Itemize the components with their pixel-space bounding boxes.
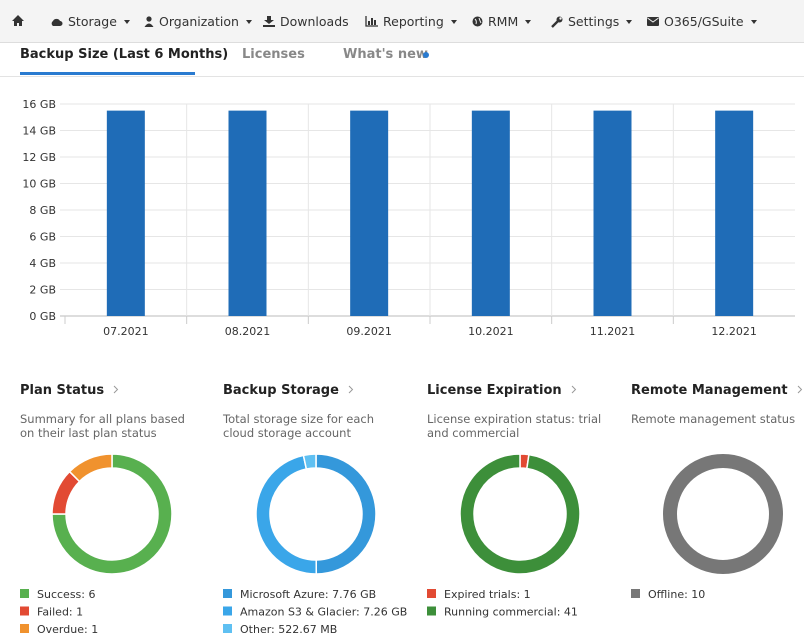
bar [715, 110, 754, 316]
nav-label: Reporting [383, 14, 444, 29]
y-tick-label: 4 GB [29, 257, 56, 270]
nav-label: RMM [488, 14, 519, 29]
donut-segment [302, 453, 317, 470]
legend-label: Overdue: 1 [37, 623, 98, 636]
x-tick-label: 11.2021 [590, 325, 636, 338]
legend-label: Running commercial: 41 [444, 606, 578, 619]
donut-segment [315, 453, 377, 575]
chevron[interactable] [571, 385, 577, 394]
tab-divider [0, 76, 804, 77]
x-tick-label: 10.2021 [468, 325, 514, 338]
widget-description: Remote management status [631, 412, 796, 426]
nav-organization[interactable]: Organization [144, 14, 252, 29]
nav-label: Settings [568, 14, 620, 29]
y-tick-label: 2 GB [29, 284, 56, 297]
legend-swatch [427, 606, 436, 616]
nav-bar: Storage Organization Downloads Reporting… [0, 0, 804, 43]
nav-label: Organization [159, 14, 239, 29]
y-tick-label: 8 GB [29, 204, 56, 217]
home-icon[interactable] [11, 14, 25, 27]
nav-downloads[interactable]: Downloads [263, 14, 349, 29]
widget-description: Summary for all plans based on their las… [20, 412, 185, 440]
x-tick-label: 08.2021 [225, 325, 271, 338]
widget-description: License expiration status: trial and com… [427, 412, 602, 440]
widget-title: Backup Storage [223, 383, 354, 398]
donut-segment [255, 454, 318, 575]
legend-swatch [223, 589, 232, 598]
legend-label: Expired trials: 1 [444, 588, 531, 601]
legend-swatch [427, 589, 436, 598]
nav-o365[interactable]: O365/GSuite [647, 14, 757, 29]
donut-segment [68, 453, 113, 483]
legend-swatch [20, 624, 29, 633]
bar [350, 110, 389, 316]
nav-settings[interactable]: Settings [551, 14, 633, 29]
bar [228, 110, 267, 316]
tab-underline [20, 72, 195, 75]
widget-description: Total storage size for each cloud storag… [223, 412, 375, 440]
legend-label: Amazon S3 & Glacier: 7.26 GB [240, 606, 407, 619]
legend-swatch [631, 589, 640, 598]
new-dot [423, 52, 429, 58]
y-tick-label: 12 GB [22, 151, 56, 164]
legend-swatch [20, 589, 29, 598]
donut-segment [459, 453, 581, 575]
y-tick-label: 14 GB [22, 125, 56, 138]
y-tick-label: 16 GB [22, 98, 56, 111]
bar [593, 110, 632, 316]
nav-rmm[interactable]: RMM [472, 14, 532, 29]
legend-label: Offline: 10 [648, 588, 705, 601]
x-tick-label: 09.2021 [346, 325, 392, 338]
x-tick-label: 12.2021 [711, 325, 757, 338]
donut-segment [663, 454, 783, 574]
nav-reporting[interactable]: Reporting [365, 14, 457, 29]
legend-label: Failed: 1 [37, 606, 83, 619]
widget-title: License Expiration [427, 383, 577, 398]
bar [106, 110, 145, 316]
donut-segment [51, 453, 173, 575]
chevron[interactable] [348, 385, 354, 394]
tab[interactable]: What's new [343, 47, 428, 62]
legend-swatch [223, 606, 232, 616]
tab-active[interactable]: Backup Size (Last 6 Months) [20, 47, 229, 62]
legend-swatch [223, 624, 232, 633]
y-tick-label: 10 GB [22, 178, 56, 191]
legend-label: Microsoft Azure: 7.76 GB [240, 588, 376, 601]
y-tick-label: 6 GB [29, 231, 56, 244]
nav-storage[interactable]: Storage [50, 14, 130, 29]
nav-label: O365/GSuite [664, 14, 744, 29]
nav-label: Storage [68, 14, 117, 29]
widget-title: Plan Status [20, 383, 119, 398]
legend-swatch [20, 606, 29, 616]
widget-title: Remote Management [631, 383, 803, 398]
tab[interactable]: Licenses [242, 47, 305, 62]
legend-label: Success: 6 [37, 588, 95, 601]
bar [471, 110, 510, 316]
legend-label: Other: 522.67 MB [240, 623, 337, 636]
chevron[interactable] [113, 385, 119, 394]
x-tick-label: 07.2021 [103, 325, 149, 338]
nav-label: Downloads [280, 14, 349, 29]
y-tick-label: 0 GB [29, 310, 56, 323]
chevron[interactable] [797, 385, 803, 394]
